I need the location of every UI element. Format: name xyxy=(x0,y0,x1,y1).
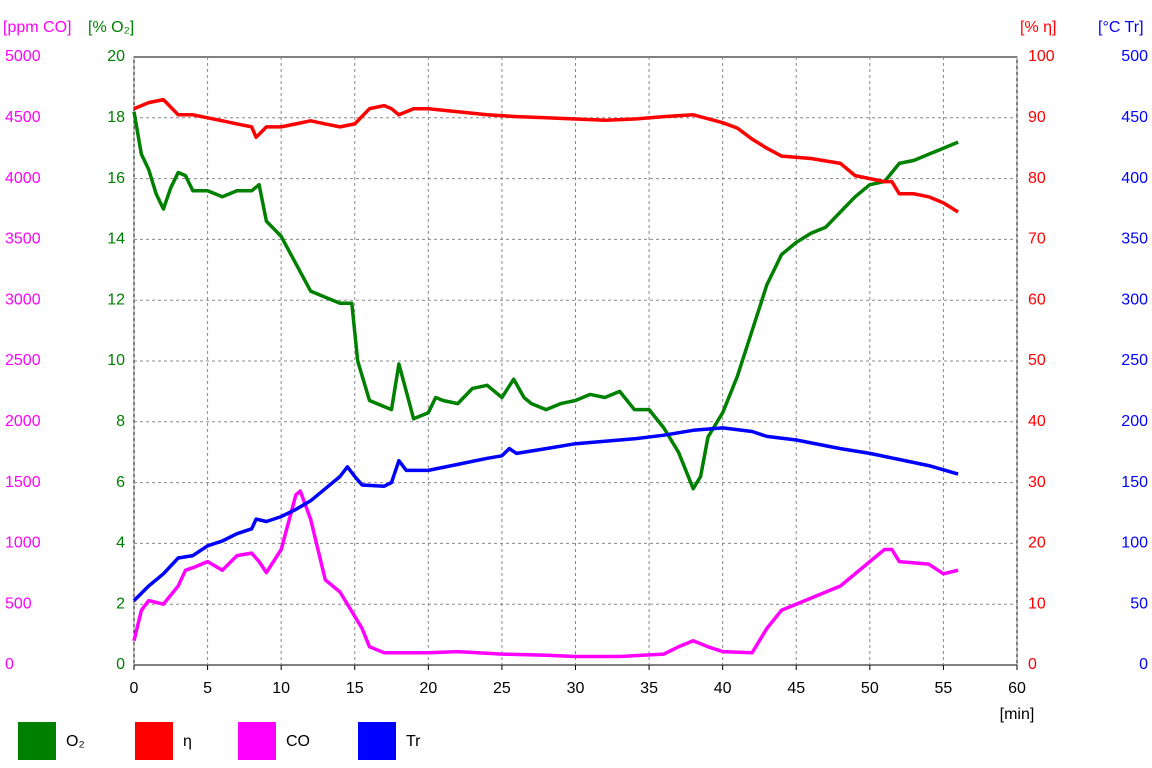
legend-swatch xyxy=(238,722,276,760)
y-tick-label: 8 xyxy=(116,413,125,430)
y-tick-label: 2000 xyxy=(5,413,41,430)
y-tick-label: 0 xyxy=(1139,656,1148,673)
y-tick-label: 500 xyxy=(5,595,32,612)
y-tick-label: 10 xyxy=(1028,595,1046,612)
x-tick-label: 45 xyxy=(787,680,805,697)
y-tick-label: 4 xyxy=(116,535,125,552)
y-tick-label: 200 xyxy=(1121,413,1148,430)
y-tick-label: 500 xyxy=(1121,48,1148,65)
x-tick-label: 30 xyxy=(567,680,585,697)
y-tick-label: 150 xyxy=(1121,474,1148,491)
x-tick-label: 55 xyxy=(935,680,953,697)
y-tick-label: 70 xyxy=(1028,231,1046,248)
y-tick-label: 40 xyxy=(1028,413,1046,430)
y-tick-label: 0 xyxy=(116,656,125,673)
y-tick-label: 100 xyxy=(1121,535,1148,552)
y-tick-label: 300 xyxy=(1121,291,1148,308)
x-axis-label: [min] xyxy=(1000,706,1035,723)
y-tick-label: 0 xyxy=(5,656,14,673)
y-tick-label: 250 xyxy=(1121,352,1148,369)
y-axis-title: [°C Tr] xyxy=(1098,19,1144,36)
data-line xyxy=(133,97,960,214)
y-tick-label: 30 xyxy=(1028,474,1046,491)
x-tick-label: 15 xyxy=(346,680,364,697)
y-tick-label: 50 xyxy=(1130,595,1148,612)
y-tick-label: 2 xyxy=(116,595,125,612)
y-tick-label: 100 xyxy=(1028,48,1055,65)
y-tick-label: 4000 xyxy=(5,170,41,187)
y-tick-label: 14 xyxy=(107,231,125,248)
y-tick-label: 2500 xyxy=(5,352,41,369)
y-tick-label: 3000 xyxy=(5,291,41,308)
legend-label: Tr xyxy=(406,733,421,750)
legend-swatch xyxy=(358,722,396,760)
y-tick-label: 80 xyxy=(1028,170,1046,187)
y-tick-label: 16 xyxy=(107,170,125,187)
y-tick-label: 3500 xyxy=(5,231,41,248)
legend-swatch xyxy=(18,722,56,760)
x-tick-label: 35 xyxy=(640,680,658,697)
y-tick-label: 18 xyxy=(107,109,125,126)
x-tick-label: 5 xyxy=(203,680,212,697)
y-tick-label: 1500 xyxy=(5,474,41,491)
y-tick-label: 12 xyxy=(107,291,125,308)
y-tick-label: 350 xyxy=(1121,231,1148,248)
y-axis-title: [ppm CO] xyxy=(3,19,71,36)
y-tick-label: 5000 xyxy=(5,48,41,65)
y-tick-label: 400 xyxy=(1121,170,1148,187)
x-tick-label: 20 xyxy=(419,680,437,697)
legend-label: CO xyxy=(286,733,310,750)
x-tick-label: 25 xyxy=(493,680,511,697)
data-line xyxy=(132,426,959,602)
x-tick-label: 50 xyxy=(861,680,879,697)
y-tick-label: 450 xyxy=(1121,109,1148,126)
x-tick-label: 10 xyxy=(272,680,290,697)
x-tick-label: 60 xyxy=(1008,680,1026,697)
y-tick-label: 60 xyxy=(1028,291,1046,308)
data-line xyxy=(132,489,959,659)
y-tick-label: 10 xyxy=(107,352,125,369)
y-axis-title: [% O₂] xyxy=(88,19,134,36)
y-tick-label: 50 xyxy=(1028,352,1046,369)
y-tick-label: 20 xyxy=(1028,535,1046,552)
y-tick-label: 1000 xyxy=(5,535,41,552)
y-tick-label: 20 xyxy=(107,48,125,65)
x-tick-label: 0 xyxy=(130,680,139,697)
y-tick-label: 90 xyxy=(1028,109,1046,126)
legend-label: O₂ xyxy=(66,733,85,750)
legend-swatch xyxy=(135,722,173,760)
y-tick-label: 0 xyxy=(1028,656,1037,673)
legend-label: η xyxy=(183,733,192,750)
y-tick-label: 4500 xyxy=(5,109,41,126)
y-axis-title: [% η] xyxy=(1020,19,1056,36)
data-line xyxy=(132,111,959,491)
x-tick-label: 40 xyxy=(714,680,732,697)
y-tick-label: 6 xyxy=(116,474,125,491)
